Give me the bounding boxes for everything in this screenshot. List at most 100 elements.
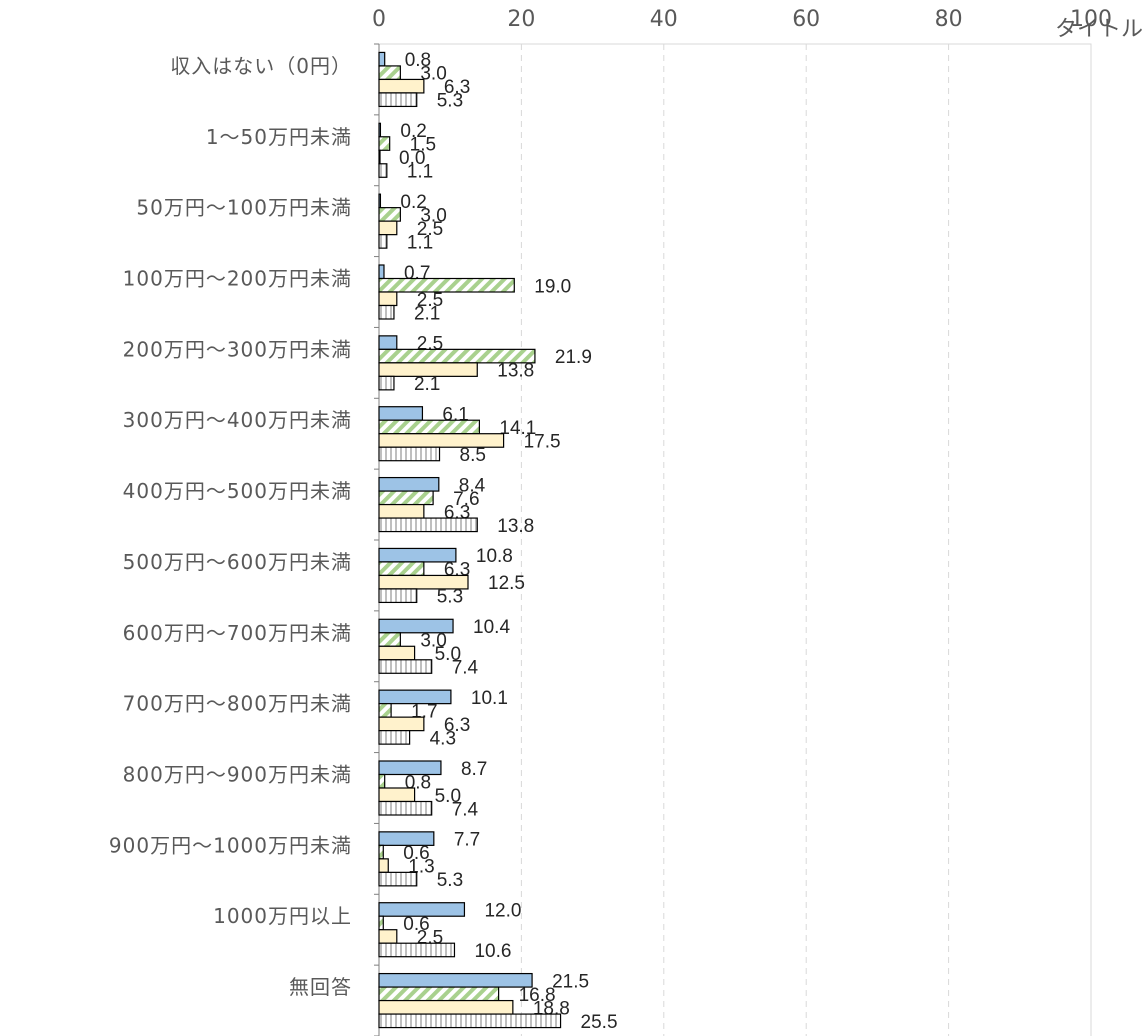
x-tick-label: 80 xyxy=(935,7,963,32)
data-label: 2.1 xyxy=(414,303,440,324)
data-label: 8.7 xyxy=(461,759,487,780)
bar xyxy=(378,476,440,492)
bar xyxy=(378,136,391,151)
data-label: 5.3 xyxy=(437,870,463,891)
bar xyxy=(378,972,533,988)
bar xyxy=(378,902,466,917)
category-label: 50万円～100万円未満 xyxy=(136,196,352,220)
bar xyxy=(378,645,416,661)
data-label: 4.3 xyxy=(430,728,456,749)
bar xyxy=(378,264,385,280)
bar xyxy=(378,446,441,462)
x-tick-label: 100 xyxy=(1070,7,1112,32)
data-label: 3.0 xyxy=(420,205,446,226)
bar xyxy=(378,689,452,705)
bar xyxy=(378,490,434,506)
category-label: 300万円～400万円未満 xyxy=(123,408,352,432)
bar xyxy=(378,92,418,108)
bar xyxy=(378,207,401,222)
bar xyxy=(378,122,382,138)
data-label: 8.5 xyxy=(460,445,486,466)
data-label: 6.3 xyxy=(444,715,470,736)
bar xyxy=(378,800,433,816)
data-label: 2.5 xyxy=(417,290,443,311)
bar xyxy=(378,929,398,944)
bar xyxy=(378,51,386,67)
bar xyxy=(378,362,478,377)
bar xyxy=(378,561,425,577)
data-label: 7.7 xyxy=(454,830,480,851)
bar xyxy=(378,999,514,1015)
bar xyxy=(378,304,395,320)
bar xyxy=(378,277,515,293)
category-label: 500万円～600万円未満 xyxy=(123,550,352,574)
data-label: 0.8 xyxy=(405,50,431,71)
data-label: 3.0 xyxy=(420,64,446,85)
bar xyxy=(378,574,469,590)
category-label: 900万円～1000万円未満 xyxy=(109,833,352,857)
data-label: 0.6 xyxy=(403,914,429,935)
bar xyxy=(378,517,478,533)
bar xyxy=(378,986,500,1002)
data-label: 25.5 xyxy=(581,1012,618,1033)
bar xyxy=(378,942,456,958)
bar xyxy=(378,760,442,776)
bar xyxy=(378,871,418,887)
category-label: 1～50万円未満 xyxy=(206,125,352,149)
data-label: 0.2 xyxy=(400,192,426,213)
data-label: 3.0 xyxy=(420,631,446,652)
bar xyxy=(378,730,411,745)
data-label: 12.0 xyxy=(484,900,521,921)
bar xyxy=(378,419,480,435)
bar xyxy=(378,1013,562,1029)
bar xyxy=(378,844,384,860)
data-label: 7.4 xyxy=(452,799,479,820)
x-tick-label: 40 xyxy=(650,7,678,32)
bar xyxy=(378,588,418,604)
bar xyxy=(378,858,389,873)
bar xyxy=(378,433,505,448)
category-label: 600万円～700万円未満 xyxy=(123,621,352,645)
data-label: 5.0 xyxy=(435,786,461,807)
category-label: 無回答 xyxy=(289,975,352,999)
bar xyxy=(378,787,416,803)
data-label: 7.4 xyxy=(452,658,479,679)
category-label: 400万円～500万円未満 xyxy=(123,479,352,503)
bar xyxy=(378,703,392,718)
x-tick-label: 0 xyxy=(372,7,386,32)
data-label: 5.3 xyxy=(437,587,463,608)
data-label: 10.8 xyxy=(476,546,513,567)
data-label: 1.1 xyxy=(407,232,433,253)
data-label: 2.5 xyxy=(417,219,443,240)
data-label: 21.9 xyxy=(555,347,592,368)
data-label: 12.5 xyxy=(488,573,525,594)
bar xyxy=(378,375,395,391)
category-label: 700万円～800万円未満 xyxy=(123,692,352,716)
category-label: 800万円～900万円未満 xyxy=(123,763,352,787)
bar xyxy=(378,65,401,81)
bar xyxy=(378,406,424,421)
data-label: 5.3 xyxy=(437,91,463,112)
category-label: 1000万円以上 xyxy=(213,904,352,928)
data-label: 10.4 xyxy=(473,617,510,638)
bar xyxy=(378,659,433,674)
plot-frame xyxy=(378,43,1092,1036)
bar xyxy=(378,915,384,931)
category-label: 200万円～300万円未満 xyxy=(123,337,352,361)
data-label: 13.8 xyxy=(497,361,534,382)
data-label: 10.6 xyxy=(474,941,511,962)
data-label: 16.8 xyxy=(519,985,556,1006)
data-label: 14.1 xyxy=(499,418,536,439)
bar xyxy=(378,220,398,236)
data-label: 0.2 xyxy=(400,121,426,142)
bar xyxy=(378,335,398,350)
bar xyxy=(378,503,425,519)
bar xyxy=(378,149,381,165)
data-label: 6.3 xyxy=(444,77,470,98)
data-label: 17.5 xyxy=(524,431,561,452)
data-label: 5.0 xyxy=(435,644,461,665)
bar xyxy=(378,193,382,209)
x-tick-label: 20 xyxy=(507,7,535,32)
data-label: 10.1 xyxy=(471,688,508,709)
